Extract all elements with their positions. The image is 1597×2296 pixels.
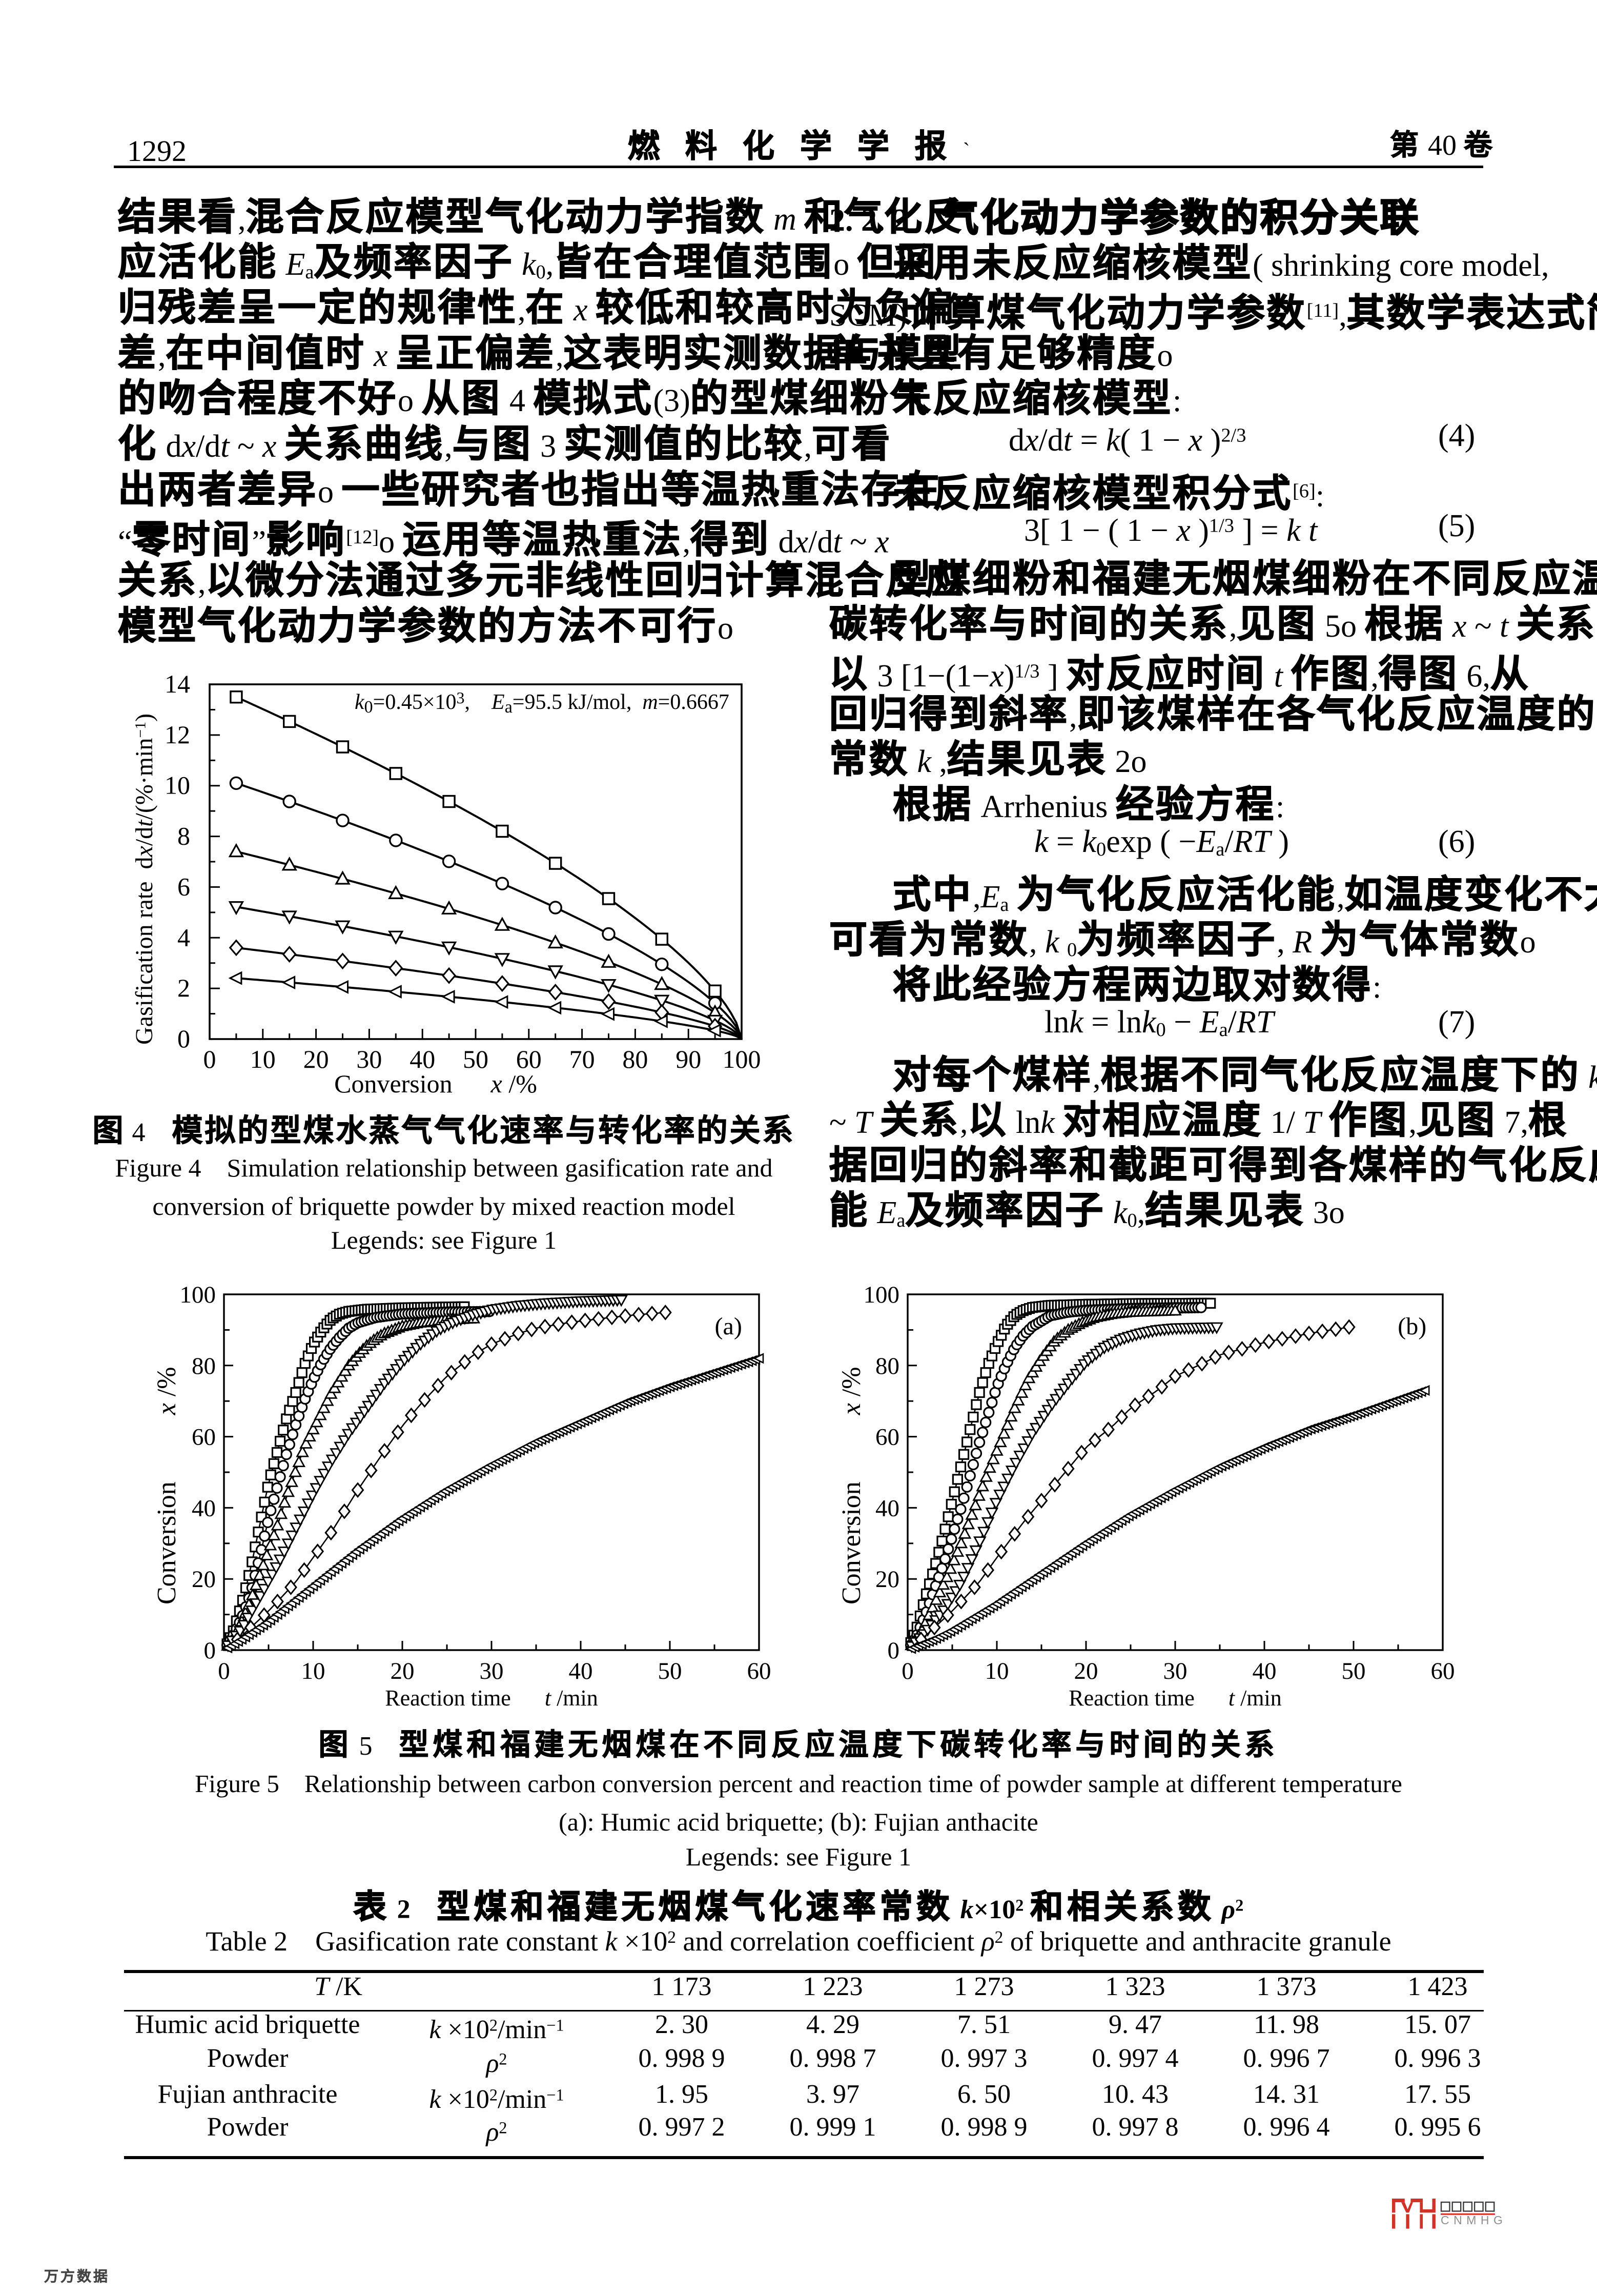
svg-text:50: 50 <box>463 1045 488 1073</box>
svg-text:0: 0 <box>902 1658 914 1684</box>
svg-text:2: 2 <box>177 973 190 1002</box>
svg-text:40: 40 <box>1253 1658 1277 1684</box>
svg-text:60: 60 <box>516 1045 542 1073</box>
svg-text:4: 4 <box>177 923 190 951</box>
svg-text:30: 30 <box>1163 1658 1187 1684</box>
svg-text:10: 10 <box>301 1658 325 1684</box>
svg-text:(a): (a) <box>715 1313 742 1340</box>
svg-text:70: 70 <box>569 1045 595 1073</box>
svg-text:90: 90 <box>675 1045 701 1073</box>
svg-text:40: 40 <box>410 1045 435 1073</box>
svg-text:10: 10 <box>985 1658 1009 1684</box>
svg-text:100: 100 <box>180 1284 216 1308</box>
svg-text:20: 20 <box>192 1566 216 1593</box>
svg-text:0: 0 <box>218 1658 230 1684</box>
svg-text:(b): (b) <box>1398 1313 1426 1340</box>
svg-text:k0=0.45×103, Ea=95.5 kJ/mol, m: k0=0.45×103, Ea=95.5 kJ/mol, m=0.6667 <box>355 688 729 717</box>
svg-text:50: 50 <box>658 1658 682 1684</box>
svg-text:60: 60 <box>747 1658 771 1684</box>
svg-text:80: 80 <box>622 1045 648 1073</box>
svg-text:40: 40 <box>875 1495 899 1521</box>
svg-text:20: 20 <box>875 1566 899 1593</box>
svg-text:50: 50 <box>1342 1658 1366 1684</box>
svg-text:100: 100 <box>723 1045 761 1073</box>
svg-text:0: 0 <box>888 1637 900 1664</box>
svg-text:10: 10 <box>165 771 190 800</box>
svg-text:20: 20 <box>391 1658 415 1684</box>
svg-text:8: 8 <box>177 822 190 850</box>
svg-text:6: 6 <box>177 872 190 901</box>
svg-text:0: 0 <box>204 1637 216 1664</box>
svg-text:40: 40 <box>569 1658 593 1684</box>
svg-text:80: 80 <box>875 1353 899 1379</box>
svg-text:30: 30 <box>356 1045 382 1073</box>
svg-text:0: 0 <box>203 1045 216 1073</box>
svg-text:20: 20 <box>1074 1658 1098 1684</box>
svg-text:40: 40 <box>192 1495 216 1521</box>
svg-text:0: 0 <box>177 1024 190 1053</box>
svg-text:60: 60 <box>192 1424 216 1451</box>
svg-text:80: 80 <box>192 1353 216 1379</box>
svg-text:14: 14 <box>165 669 190 698</box>
svg-text:12: 12 <box>165 720 190 749</box>
svg-text:Conversion x /%: Conversion x /% <box>334 1069 537 1098</box>
svg-text:60: 60 <box>1431 1658 1455 1684</box>
svg-text:10: 10 <box>250 1045 276 1073</box>
svg-text:CNMHG: CNMHG <box>1441 2213 1507 2227</box>
svg-text:20: 20 <box>303 1045 329 1073</box>
svg-text:60: 60 <box>875 1424 899 1451</box>
svg-text:Reaction time t /min: Reaction time t /min <box>1069 1685 1282 1711</box>
svg-text:100: 100 <box>864 1284 900 1308</box>
svg-text:Reaction time t /min: Reaction time t /min <box>385 1685 598 1711</box>
svg-text:30: 30 <box>480 1658 504 1684</box>
